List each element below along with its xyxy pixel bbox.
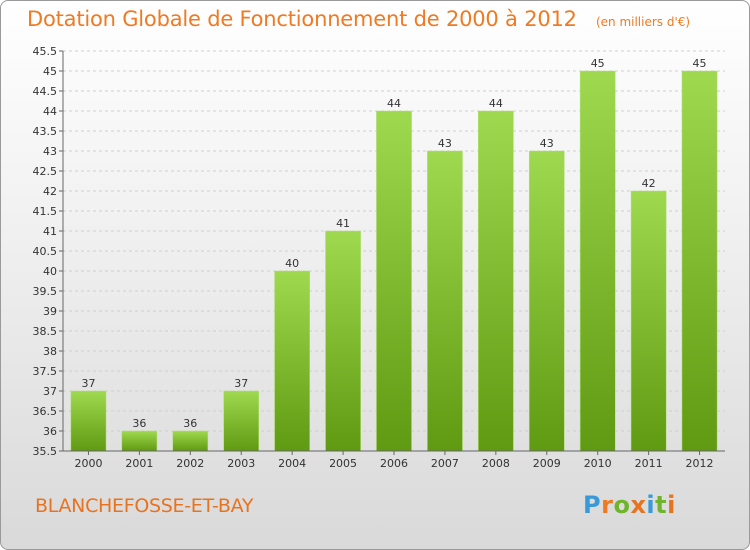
y-tick-label: 39.5 [33, 285, 58, 298]
bar [681, 70, 718, 452]
bar [274, 270, 310, 452]
commune-name: BLANCHEFOSSE-ET-BAY [35, 495, 254, 517]
x-tick-label: 2010 [584, 457, 612, 470]
y-tick-label: 41.5 [33, 205, 58, 218]
x-tick-label: 2007 [431, 457, 459, 470]
bar-value-label: 41 [336, 217, 350, 230]
bar-value-label: 42 [642, 177, 656, 190]
logo-letter: P [583, 491, 602, 519]
x-tick-label: 2004 [278, 457, 306, 470]
logo-letter: x [630, 491, 647, 519]
bar [427, 150, 463, 452]
y-tick-label: 35.5 [33, 445, 58, 458]
y-tick-label: 37.5 [33, 365, 58, 378]
chart-title: Dotation Globale de Fonctionnement de 20… [27, 7, 577, 31]
y-tick-label: 38 [43, 345, 57, 358]
y-tick-label: 44 [43, 105, 57, 118]
proxiti-logo: Proxiti [583, 491, 676, 519]
bar [528, 150, 565, 452]
bar-value-label: 36 [132, 417, 146, 430]
x-tick-label: 2002 [176, 457, 204, 470]
x-tick-label: 2006 [380, 457, 408, 470]
x-tick-label: 2008 [482, 457, 510, 470]
bar-value-label: 36 [183, 417, 197, 430]
bar-value-label: 43 [540, 137, 554, 150]
y-tick-label: 37 [43, 385, 57, 398]
y-tick-label: 43 [43, 145, 57, 158]
x-tick-label: 2012 [686, 457, 714, 470]
x-tick-label: 2009 [533, 457, 561, 470]
bar-value-label: 37 [81, 377, 95, 390]
bar-value-label: 40 [285, 257, 299, 270]
bar-value-label: 45 [693, 57, 707, 70]
bar [172, 430, 209, 452]
y-tick-label: 39 [43, 305, 57, 318]
y-tick-label: 44.5 [33, 85, 58, 98]
logo-letter: r [601, 491, 614, 519]
bar [325, 230, 361, 452]
bar [630, 190, 667, 452]
y-tick-label: 41 [43, 225, 57, 238]
bar-value-label: 43 [438, 137, 452, 150]
unit-note: (en milliers d'€) [595, 15, 691, 29]
logo-letter: t [655, 491, 668, 519]
y-tick-label: 36.5 [33, 405, 58, 418]
y-tick-label: 45.5 [33, 45, 58, 58]
bar [579, 70, 616, 452]
bar [376, 110, 412, 452]
x-tick-label: 2000 [74, 457, 102, 470]
y-tick-label: 40 [43, 265, 57, 278]
y-tick-label: 42.5 [33, 165, 58, 178]
logo-letter: i [646, 491, 656, 519]
y-tick-label: 38.5 [33, 325, 58, 338]
logo-letter: i [667, 491, 676, 519]
bar [121, 430, 158, 452]
bar [70, 390, 107, 452]
bar-value-label: 37 [234, 377, 248, 390]
x-tick-label: 2005 [329, 457, 357, 470]
y-tick-label: 43.5 [33, 125, 58, 138]
x-tick-label: 2003 [227, 457, 255, 470]
title-row: Dotation Globale de Fonctionnement de 20… [27, 7, 690, 31]
x-tick-label: 2001 [125, 457, 153, 470]
y-tick-label: 42 [43, 185, 57, 198]
bar-value-label: 44 [489, 97, 503, 110]
bar [223, 390, 260, 452]
logo-letter: o [613, 491, 631, 519]
bar-value-label: 44 [387, 97, 401, 110]
bar [478, 110, 514, 452]
y-tick-label: 40.5 [33, 245, 58, 258]
bar-value-label: 45 [591, 57, 605, 70]
y-tick-label: 36 [43, 425, 57, 438]
y-tick-label: 45 [43, 65, 57, 78]
x-tick-label: 2011 [635, 457, 663, 470]
